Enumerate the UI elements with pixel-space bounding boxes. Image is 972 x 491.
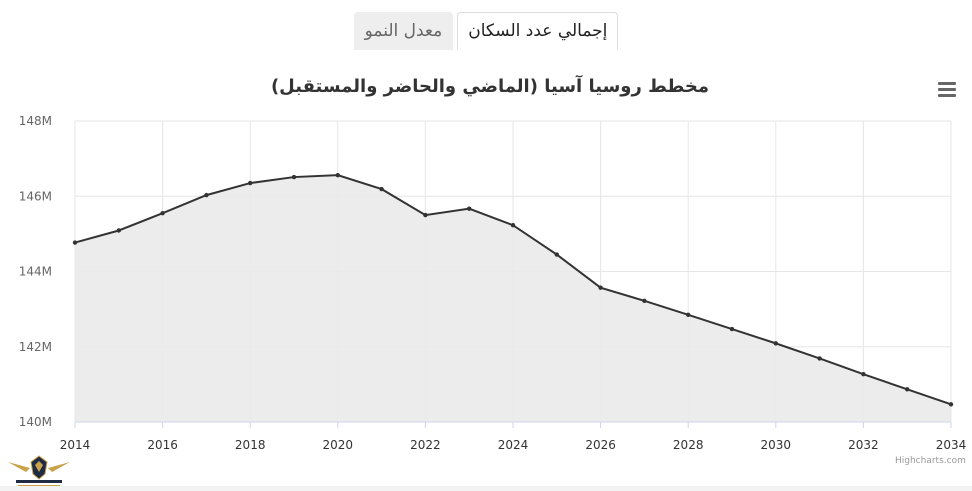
data-point <box>204 192 209 198</box>
data-point <box>510 223 516 228</box>
data-point <box>335 172 340 178</box>
series-area-fill <box>75 175 951 422</box>
x-tick-label: 2020 <box>323 438 354 452</box>
highcharts-credits-link[interactable]: Highcharts.com <box>895 456 966 466</box>
tab-total-population[interactable]: إجمالي عدد السكان <box>457 12 619 50</box>
data-point <box>72 240 78 245</box>
data-point <box>291 174 297 180</box>
data-point <box>642 298 647 304</box>
x-tick-label: 2022 <box>410 438 441 452</box>
hamburger-menu-icon[interactable] <box>938 82 956 98</box>
data-point <box>817 356 822 361</box>
data-point <box>861 372 866 377</box>
data-point <box>248 180 253 186</box>
data-point <box>467 206 472 211</box>
data-point <box>554 252 559 257</box>
arab-defense-forum-logo <box>8 455 70 487</box>
data-point <box>423 212 428 218</box>
data-point <box>948 402 954 407</box>
x-tick-label: 2016 <box>147 438 178 452</box>
data-point <box>905 387 910 392</box>
x-tick-label: 2014 <box>60 438 91 452</box>
tab-bar: إجمالي عدد السكان معدل النمو <box>0 12 972 52</box>
x-tick-label: 2024 <box>498 438 529 452</box>
y-tick-label: 148M <box>19 114 52 128</box>
x-tick-label: 2018 <box>235 438 266 452</box>
data-point <box>160 210 165 216</box>
x-tick-label: 2034 <box>936 438 967 452</box>
y-tick-label: 144M <box>19 265 52 279</box>
data-point <box>598 285 603 290</box>
x-tick-label: 2030 <box>761 438 792 452</box>
y-tick-label: 146M <box>19 189 52 203</box>
x-tick-label: 2032 <box>848 438 879 452</box>
chart-title: مخطط روسيا آسيا (الماضي والحاضر والمستقب… <box>270 76 710 97</box>
data-point <box>773 341 778 346</box>
x-tick-label: 2028 <box>673 438 704 452</box>
y-tick-label: 140M <box>19 415 52 429</box>
y-tick-label: 142M <box>19 340 52 354</box>
data-point <box>379 186 384 192</box>
bottom-strip <box>0 486 972 491</box>
x-tick-label: 2026 <box>585 438 616 452</box>
data-point <box>686 312 691 317</box>
data-point <box>729 326 735 332</box>
tab-growth-rate[interactable]: معدل النمو <box>353 12 454 50</box>
data-point <box>116 228 122 233</box>
